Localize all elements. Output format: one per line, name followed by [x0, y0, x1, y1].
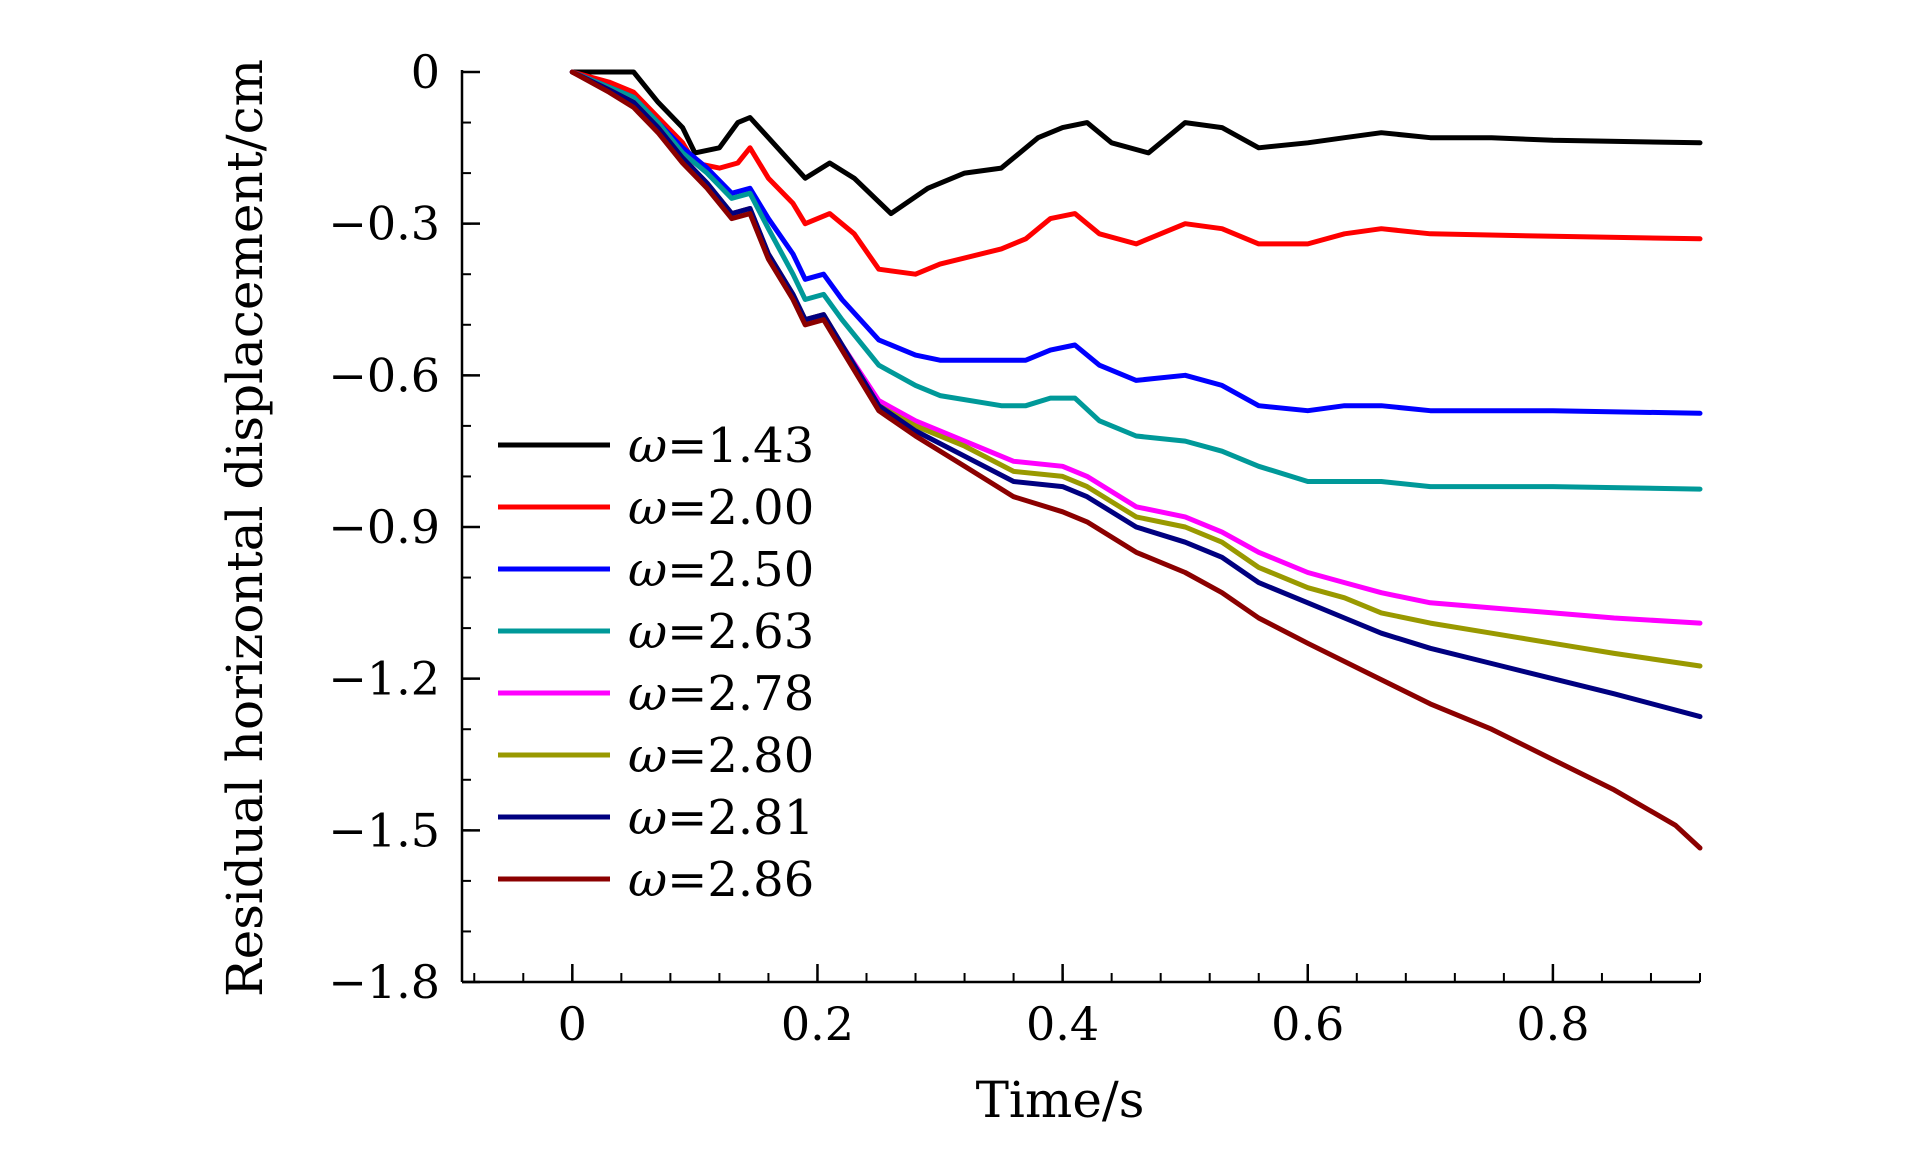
legend-value: =2.00: [667, 480, 814, 536]
legend-label: ω=2.78: [628, 666, 814, 722]
legend-label: ω=1.43: [628, 418, 814, 474]
series-line-7: [569, 69, 1703, 720]
legend-label: ω=2.00: [628, 480, 814, 536]
legend-item: ω=2.63: [498, 604, 814, 660]
legend-label: ω=2.50: [628, 542, 814, 598]
y-tick-label: −0.9: [328, 500, 440, 554]
x-axis-title: Time/s: [976, 1071, 1145, 1129]
y-tick-label: −1.2: [328, 652, 440, 706]
legend-symbol: ω: [628, 480, 667, 536]
series-line-3: [569, 69, 1703, 416]
x-axis-ticks: 0 0.2 0.4 0.6 0.8: [473, 964, 1701, 1051]
legend-value: =2.86: [667, 852, 814, 908]
x-tick-label: 0.8: [1516, 997, 1589, 1051]
legend-symbol: ω: [628, 666, 667, 722]
legend-value: =2.80: [667, 728, 814, 784]
legend-value: =2.78: [667, 666, 814, 722]
legend-value: =2.63: [667, 604, 814, 660]
legend-label: ω=2.81: [628, 790, 814, 846]
legend-symbol: ω: [628, 852, 667, 908]
legend-value: =2.81: [667, 790, 814, 846]
legend-label: ω=2.86: [628, 852, 814, 908]
x-tick-label: 0.2: [781, 997, 854, 1051]
legend-item: ω=2.78: [498, 666, 814, 722]
legend-label: ω=2.80: [628, 728, 814, 784]
legend-item: ω=2.00: [498, 480, 814, 536]
legend-symbol: ω: [628, 542, 667, 598]
legend-value: =2.50: [667, 542, 814, 598]
legend-item: ω=2.86: [498, 852, 814, 908]
y-tick-label: −0.6: [328, 348, 440, 402]
y-tick-label: 0: [411, 45, 440, 99]
y-tick-label: −0.3: [328, 197, 440, 251]
legend-label: ω=2.63: [628, 604, 814, 660]
legend-item: ω=2.80: [498, 728, 814, 784]
series-line-4: [569, 69, 1703, 492]
series-line-8: [569, 69, 1703, 851]
legend-symbol: ω: [628, 790, 667, 846]
legend-item: ω=2.50: [498, 542, 814, 598]
series-lines: [569, 69, 1703, 851]
x-tick-label: 0.6: [1271, 997, 1344, 1051]
legend-symbol: ω: [628, 728, 667, 784]
legend-item: ω=1.43: [498, 418, 814, 474]
legend: ω=1.43ω=2.00ω=2.50ω=2.63ω=2.78ω=2.80ω=2.…: [498, 418, 814, 908]
y-axis-title: Residual horizontal displacement/cm: [216, 59, 274, 997]
x-tick-label: 0: [558, 997, 587, 1051]
y-tick-label: −1.8: [328, 955, 440, 1009]
x-tick-label: 0.4: [1026, 997, 1099, 1051]
y-tick-label: −1.5: [328, 803, 440, 857]
legend-value: =1.43: [667, 418, 814, 474]
y-axis-ticks: 0 −0.3 −0.6 −0.9 −1.2 −1.5 −1.8: [328, 45, 480, 1009]
series-line-2: [569, 69, 1703, 277]
legend-symbol: ω: [628, 604, 667, 660]
series-line-1: [569, 69, 1703, 217]
legend-symbol: ω: [628, 418, 667, 474]
legend-item: ω=2.81: [498, 790, 814, 846]
